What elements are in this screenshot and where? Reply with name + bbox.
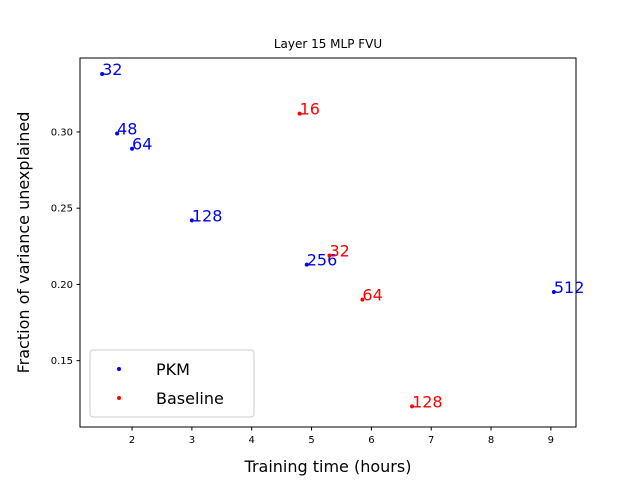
ticks-layer: 2 3 4 5 6 7 8 9 0.15 0.20 0.25 0.30 [51, 127, 554, 446]
baseline-point-label: 128 [412, 392, 443, 411]
baseline-point [297, 111, 302, 116]
baseline-point [327, 253, 332, 258]
legend: PKM Baseline [89, 349, 255, 418]
x-tick-label: 3 [189, 435, 195, 446]
legend-label-pkm: PKM [156, 360, 190, 379]
y-axis-title: Fraction of variance unexplained [14, 112, 33, 374]
x-axis-title: Training time (hours) [244, 457, 412, 476]
y-tick-label: 0.30 [51, 127, 73, 138]
plot-frame [79, 57, 577, 428]
pkm-point [130, 146, 135, 151]
pkm-point [551, 290, 556, 295]
x-tick-label: 8 [488, 435, 494, 446]
x-tick-label: 4 [249, 435, 255, 446]
y-tick-label: 0.15 [51, 356, 73, 367]
x-tick-label: 9 [548, 435, 554, 446]
legend-marker-baseline [117, 396, 121, 400]
legend-marker-pkm [117, 367, 121, 371]
pkm-point-label: 32 [102, 60, 122, 79]
baseline-point-label: 32 [329, 241, 349, 260]
pkm-point-label: 48 [117, 119, 137, 138]
x-tick-label: 5 [308, 435, 314, 446]
y-tick-label: 0.25 [51, 204, 73, 215]
x-tick-label: 6 [368, 435, 374, 446]
y-tick-label: 0.20 [51, 280, 73, 291]
baseline-point-label: 16 [300, 100, 320, 119]
legend-label-baseline: Baseline [156, 389, 224, 408]
x-tick-label: 2 [129, 435, 135, 446]
legend-box [89, 349, 255, 418]
baseline-point [360, 297, 365, 302]
pkm-point [115, 131, 120, 136]
pkm-point [100, 72, 105, 77]
baseline-point-label: 64 [362, 286, 382, 305]
pkm-point-label: 128 [192, 206, 223, 225]
chart-title: Layer 15 MLP FVU [274, 37, 382, 51]
baseline-point [410, 404, 415, 409]
pkm-point-label: 64 [132, 135, 152, 154]
pkm-point-label: 512 [554, 278, 585, 297]
pkm-point [304, 262, 309, 267]
pkm-point [189, 218, 194, 223]
x-tick-label: 7 [428, 435, 434, 446]
